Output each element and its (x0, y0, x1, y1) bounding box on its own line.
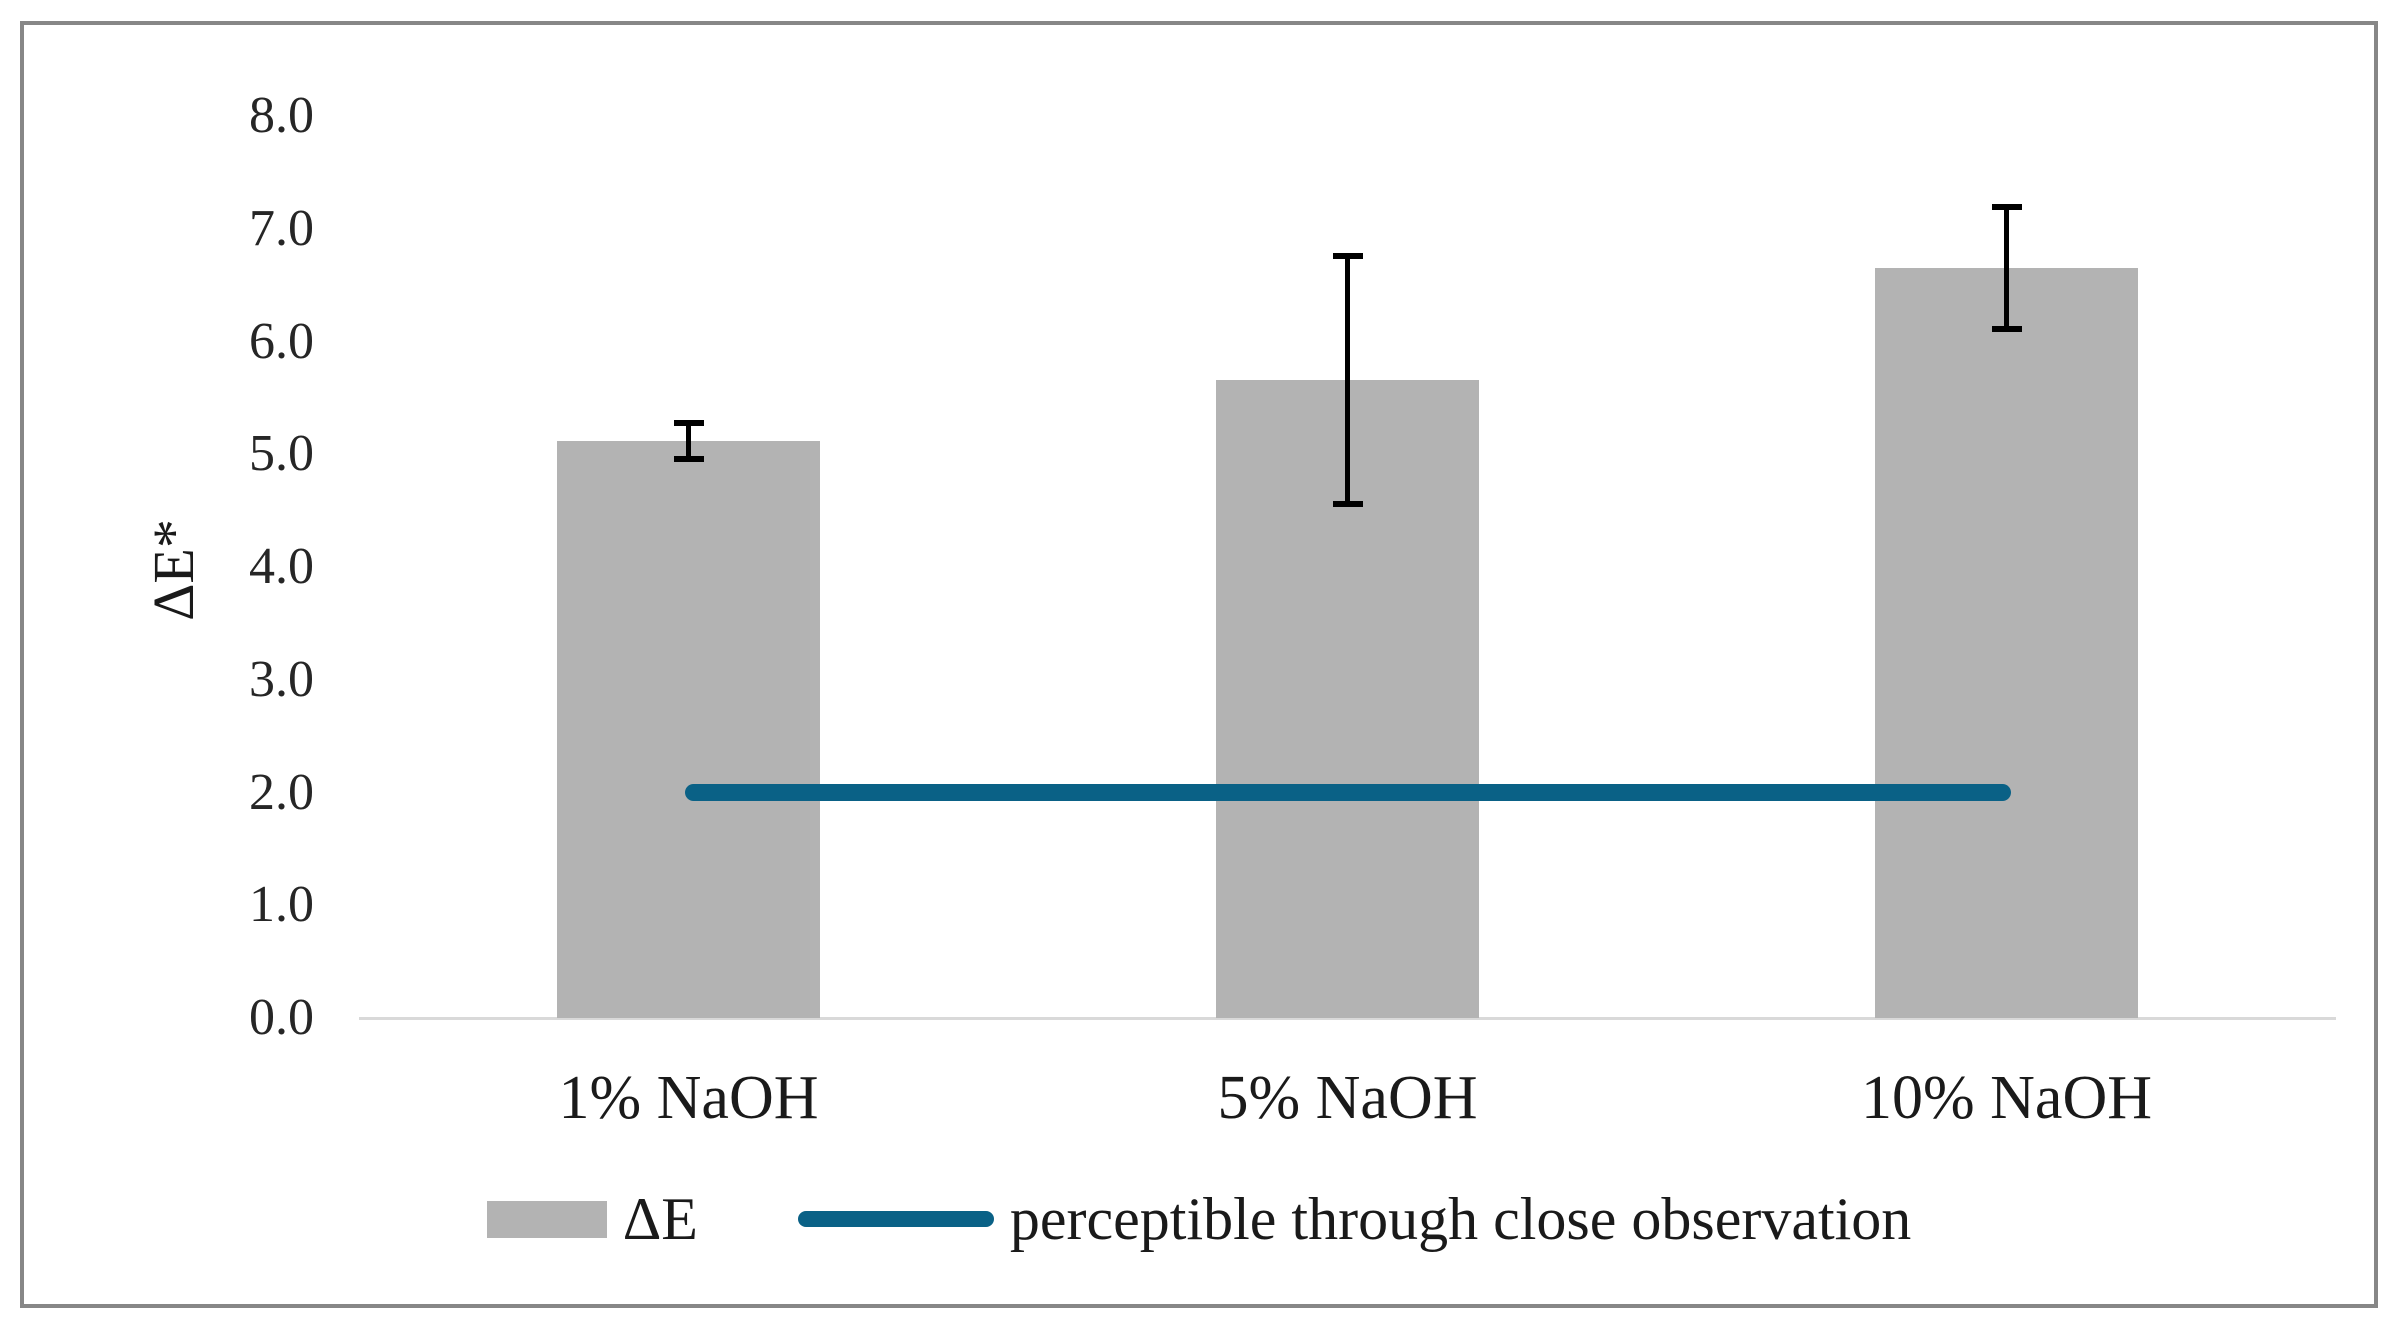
threshold-line (684, 784, 2011, 801)
plot-area (359, 116, 2336, 1020)
legend-bar-swatch (486, 1200, 607, 1238)
legend-label-threshold: perceptible through close observation (1009, 1186, 1912, 1252)
x-category-label-10-naoh: 10% NaOH (1861, 1064, 2152, 1132)
legend-item-threshold: perceptible through close observation (797, 1186, 1912, 1252)
legend: ΔE perceptible through close observation (24, 1187, 2374, 1251)
y-tick-label-4-0: 4.0 (249, 538, 314, 595)
bar-10-naoh (1875, 268, 2138, 1018)
y-tick-label-2-0: 2.0 (249, 763, 314, 821)
error-bar-top-cap-1-naoh (673, 419, 704, 426)
y-tick-label-3-0: 3.0 (249, 650, 314, 708)
y-tick-label-5-0: 5.0 (249, 425, 314, 483)
x-category-label-1-naoh: 1% NaOH (558, 1064, 819, 1132)
error-bar-bottom-cap-1-naoh (673, 455, 704, 462)
error-bar-5-naoh (1345, 255, 1350, 504)
y-tick-label-6-0: 6.0 (249, 312, 314, 370)
y-tick-label-0-0: 0.0 (249, 989, 314, 1046)
y-tick-label-7-0: 7.0 (249, 199, 314, 257)
error-bar-top-cap-5-naoh (1332, 252, 1363, 259)
error-bar-bottom-cap-5-naoh (1332, 500, 1363, 507)
x-category-label-5-naoh: 5% NaOH (1217, 1064, 1478, 1132)
legend-item-delta-e: ΔE (486, 1186, 698, 1252)
error-bar-10-naoh (2004, 207, 2009, 330)
y-tick-label-1-0: 1.0 (249, 876, 314, 934)
bar-1-naoh (557, 440, 820, 1018)
error-bar-bottom-cap-10-naoh (1991, 326, 2022, 333)
legend-label-delta-e: ΔE (622, 1186, 698, 1252)
error-bar-top-cap-10-naoh (1991, 204, 2022, 211)
chart-figure: ΔE* 0.0 1.0 2.0 3.0 4.0 5.0 6.0 7.0 8.0 1% NaOH 5… (20, 21, 2378, 1308)
x-axis-line (359, 1017, 2336, 1020)
error-bar-1-naoh (686, 422, 691, 459)
legend-line-swatch (797, 1211, 994, 1227)
y-tick-label-8-0: 8.0 (249, 87, 314, 144)
